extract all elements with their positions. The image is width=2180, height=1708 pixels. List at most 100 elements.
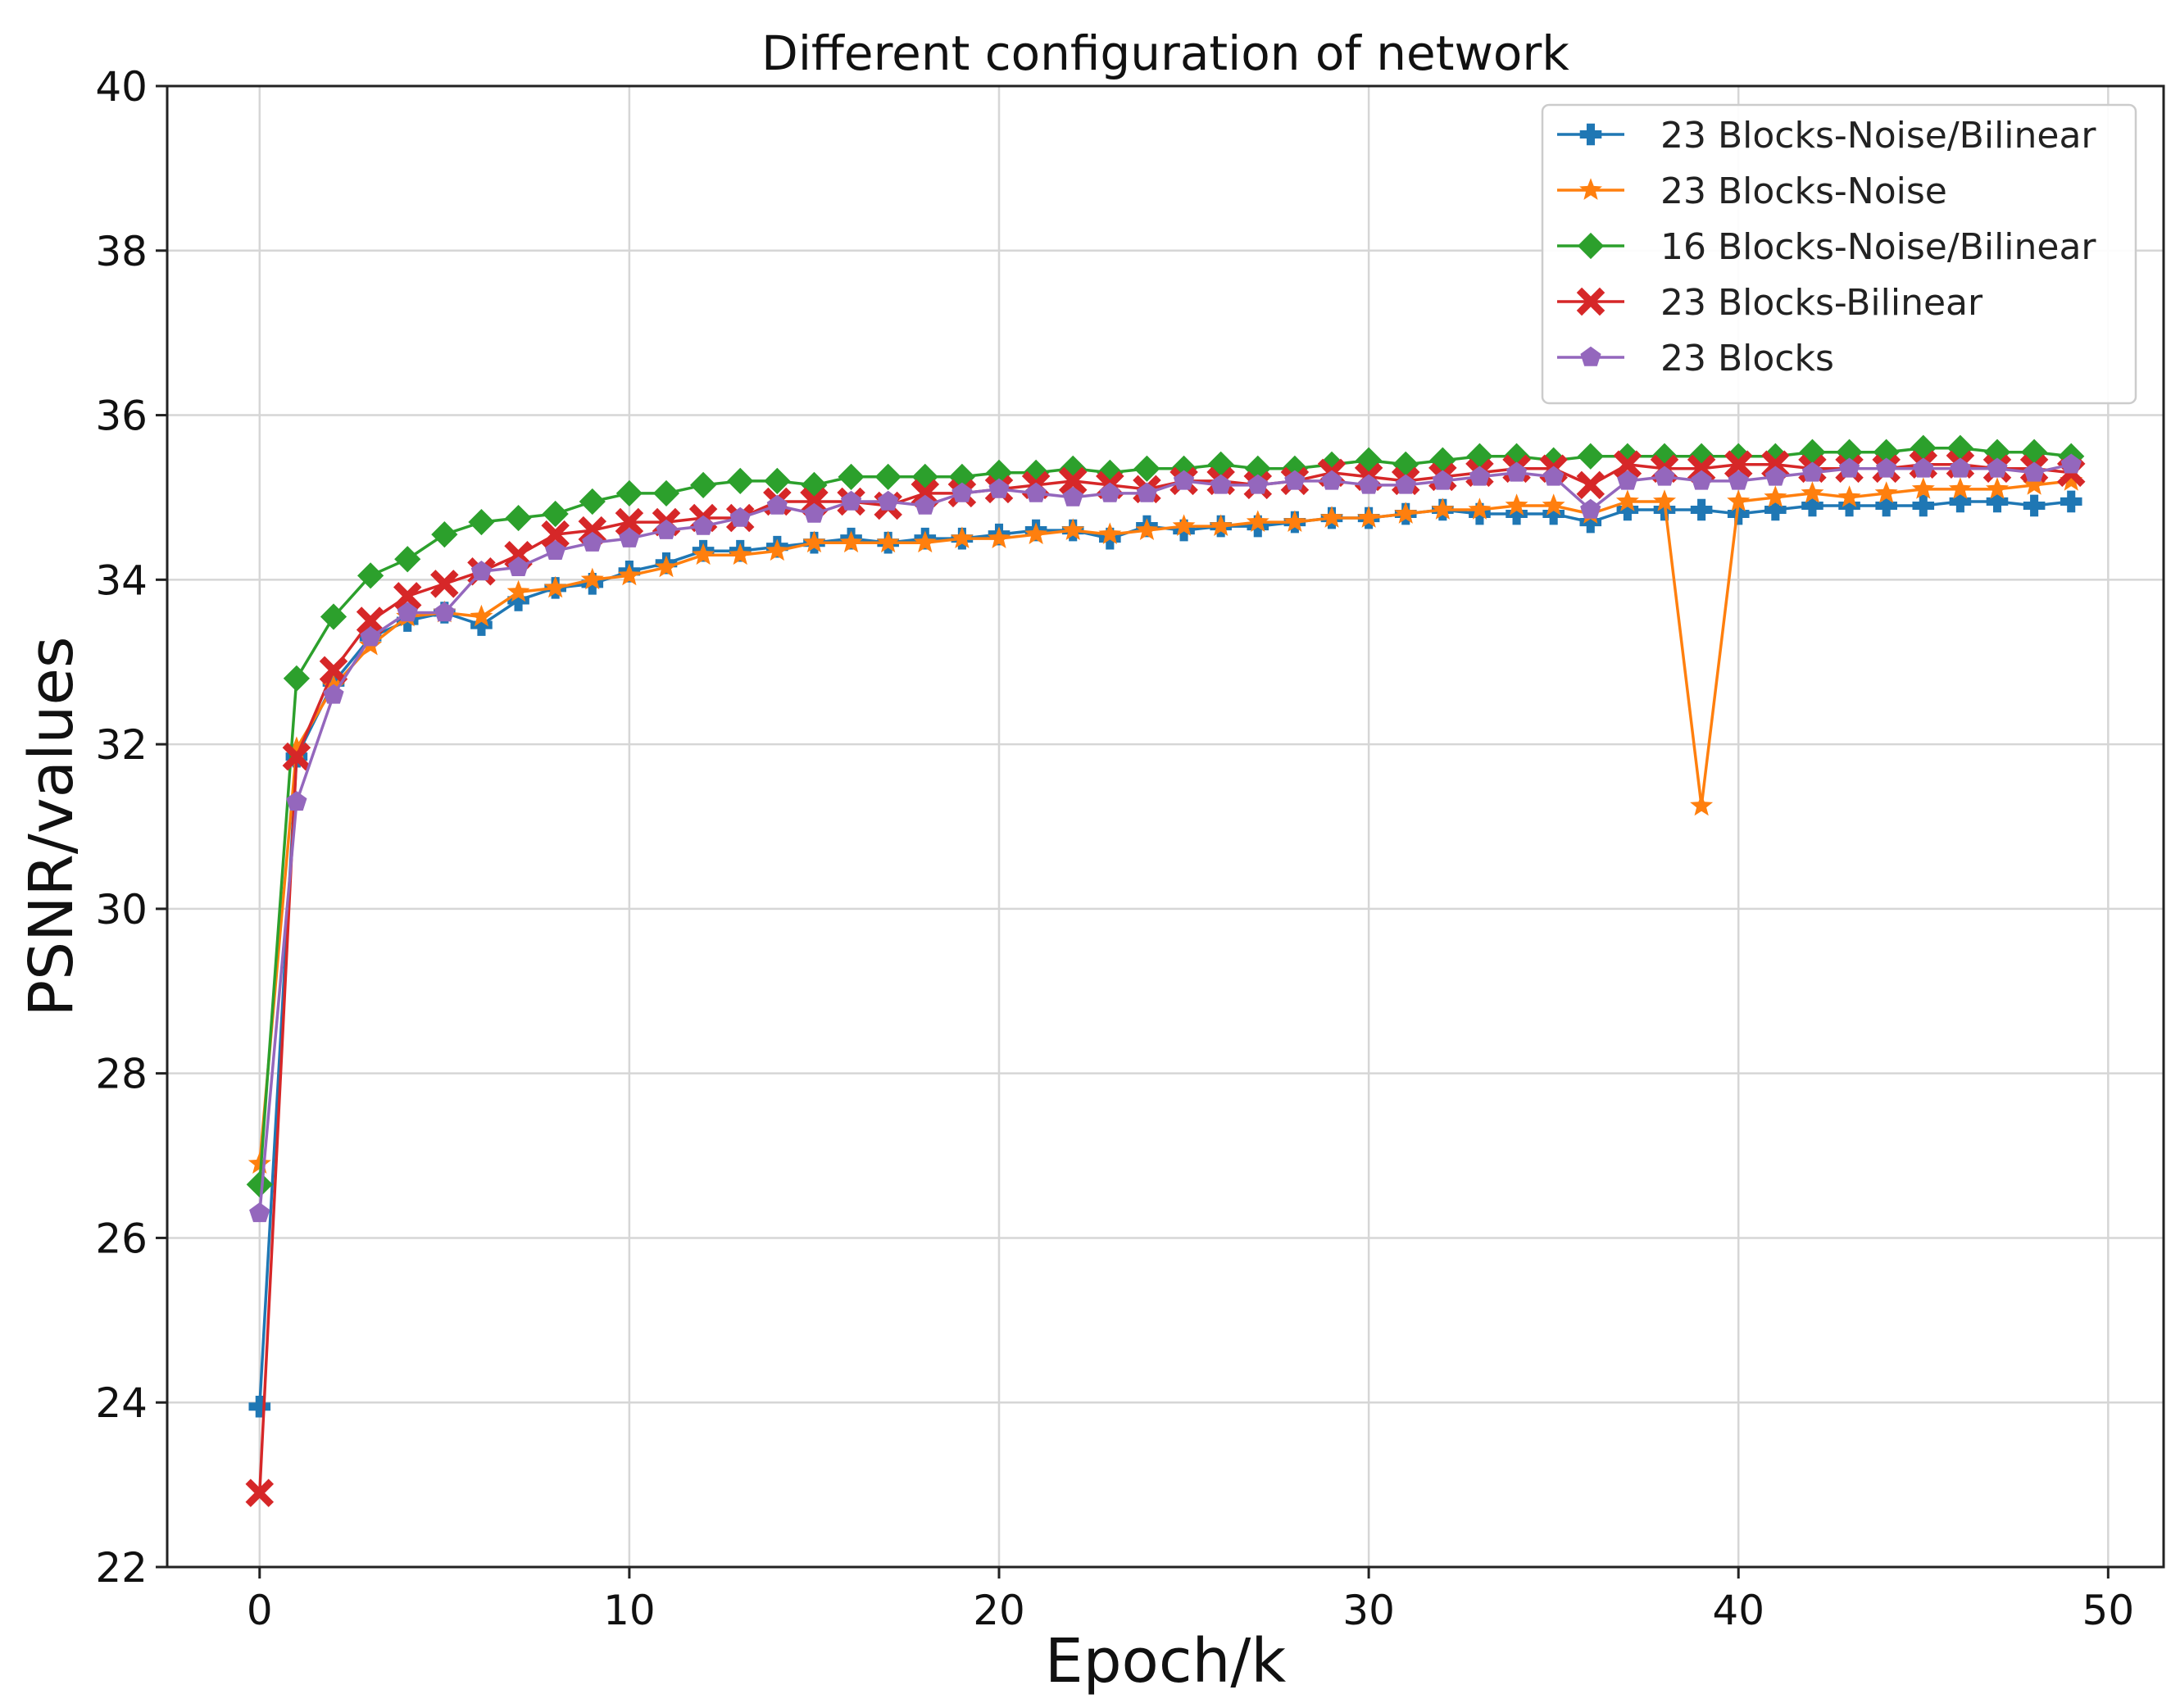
- x-stroke: [1613, 450, 1642, 479]
- data-point: [727, 467, 754, 494]
- data-point: [1690, 498, 1713, 521]
- data-point: [1320, 506, 1343, 528]
- data-point: [948, 463, 975, 490]
- x-axis-title: Epoch/k: [1045, 1626, 1287, 1697]
- data-point: [1506, 461, 1528, 482]
- data-point: [1543, 466, 1565, 486]
- x-stroke: [245, 1479, 275, 1507]
- data-point: [1394, 502, 1418, 524]
- chart-title: Different configuration of network: [761, 25, 1569, 81]
- data-point: [1913, 457, 1934, 478]
- data-point: [2023, 494, 2046, 517]
- data-point: [394, 546, 421, 573]
- y-tick-label: 30: [95, 886, 148, 933]
- data-point: [248, 1395, 271, 1418]
- data-point: [951, 482, 973, 502]
- data-point: [393, 582, 422, 611]
- data-point: [356, 606, 385, 635]
- data-point: [507, 556, 529, 576]
- data-point: [468, 508, 495, 536]
- data-point: [2060, 469, 2083, 491]
- data-point: [1358, 474, 1379, 494]
- y-tick-label: 24: [95, 1379, 148, 1427]
- data-point: [693, 515, 714, 535]
- data-point: [1247, 474, 1269, 494]
- y-tick-label: 32: [95, 721, 148, 769]
- data-point: [988, 478, 1010, 498]
- data-point: [357, 562, 384, 589]
- data-point: [1577, 443, 1604, 470]
- data-point: [1024, 522, 1048, 544]
- data-point: [1874, 481, 1898, 503]
- legend-label: 23 Blocks-Bilinear: [1660, 282, 1983, 324]
- data-point: [1468, 497, 1492, 520]
- data-point: [1542, 493, 1565, 516]
- data-point: [1986, 490, 2009, 513]
- data-point: [874, 463, 902, 490]
- data-point: [2023, 461, 2045, 482]
- data-point: [619, 527, 640, 547]
- data-point: [988, 526, 1011, 548]
- data-point: [1133, 455, 1160, 482]
- series-4: [249, 453, 2082, 1223]
- data-point: [1986, 477, 2009, 499]
- data-point: [1912, 494, 1935, 517]
- data-point: [1506, 502, 1528, 525]
- y-tick-label: 26: [95, 1215, 148, 1262]
- data-point: [434, 602, 455, 622]
- x-stroke: [430, 570, 459, 598]
- data-point: [545, 539, 566, 560]
- data-point: [655, 555, 678, 578]
- plot-frame: [166, 84, 2165, 1569]
- data-point: [1613, 450, 1642, 479]
- data-point: [284, 736, 308, 758]
- data-point: [1653, 489, 1676, 511]
- x-tick-label: 10: [603, 1587, 656, 1634]
- data-point: [248, 1152, 271, 1174]
- data-point: [1616, 498, 1639, 521]
- legend-item: 23 Blocks: [1557, 338, 1834, 379]
- data-point: [1356, 447, 1383, 474]
- x-stroke: [1058, 466, 1088, 496]
- data-point: [1469, 466, 1491, 486]
- data-point: [913, 530, 937, 553]
- y-tick-label: 34: [95, 556, 148, 604]
- data-point: [1614, 443, 1641, 470]
- data-point: [320, 603, 347, 630]
- data-point: [1727, 502, 1750, 525]
- data-point: [1724, 450, 1753, 479]
- data-point: [1948, 477, 1972, 499]
- data-point: [1728, 470, 1749, 490]
- data-point: [1576, 470, 1605, 500]
- legend-marker: [1577, 232, 1605, 260]
- data-point: [656, 519, 677, 539]
- data-point: [543, 575, 567, 598]
- data-point: [1654, 466, 1675, 486]
- data-point: [505, 504, 532, 532]
- data-point: [1173, 470, 1195, 490]
- data-point: [282, 742, 311, 771]
- legend-marker: [1580, 346, 1601, 366]
- x-stroke: [1724, 450, 1753, 479]
- data-point: [729, 543, 752, 566]
- data-point: [1058, 466, 1088, 496]
- data-point: [2060, 490, 2082, 513]
- data-point: [542, 500, 569, 528]
- data-point: [1172, 514, 1196, 536]
- data-point: [1246, 510, 1269, 532]
- data-point: [582, 531, 603, 552]
- data-point: [319, 656, 348, 685]
- data-point: [1505, 493, 1528, 516]
- data-point: [839, 530, 863, 553]
- data-point: [1099, 482, 1120, 502]
- x-stroke: [541, 520, 570, 549]
- data-point: [1395, 474, 1416, 494]
- legend: 23 Blocks-Noise/Bilinear 23 Blocks-Noise 1…: [1541, 103, 2137, 405]
- legend-marker: [1579, 178, 1602, 200]
- data-point: [2060, 453, 2082, 474]
- data-point: [1098, 522, 1122, 544]
- data-point: [690, 471, 717, 498]
- series-line: [258, 463, 2072, 1214]
- legend-item: 23 Blocks-Bilinear: [1557, 282, 1983, 324]
